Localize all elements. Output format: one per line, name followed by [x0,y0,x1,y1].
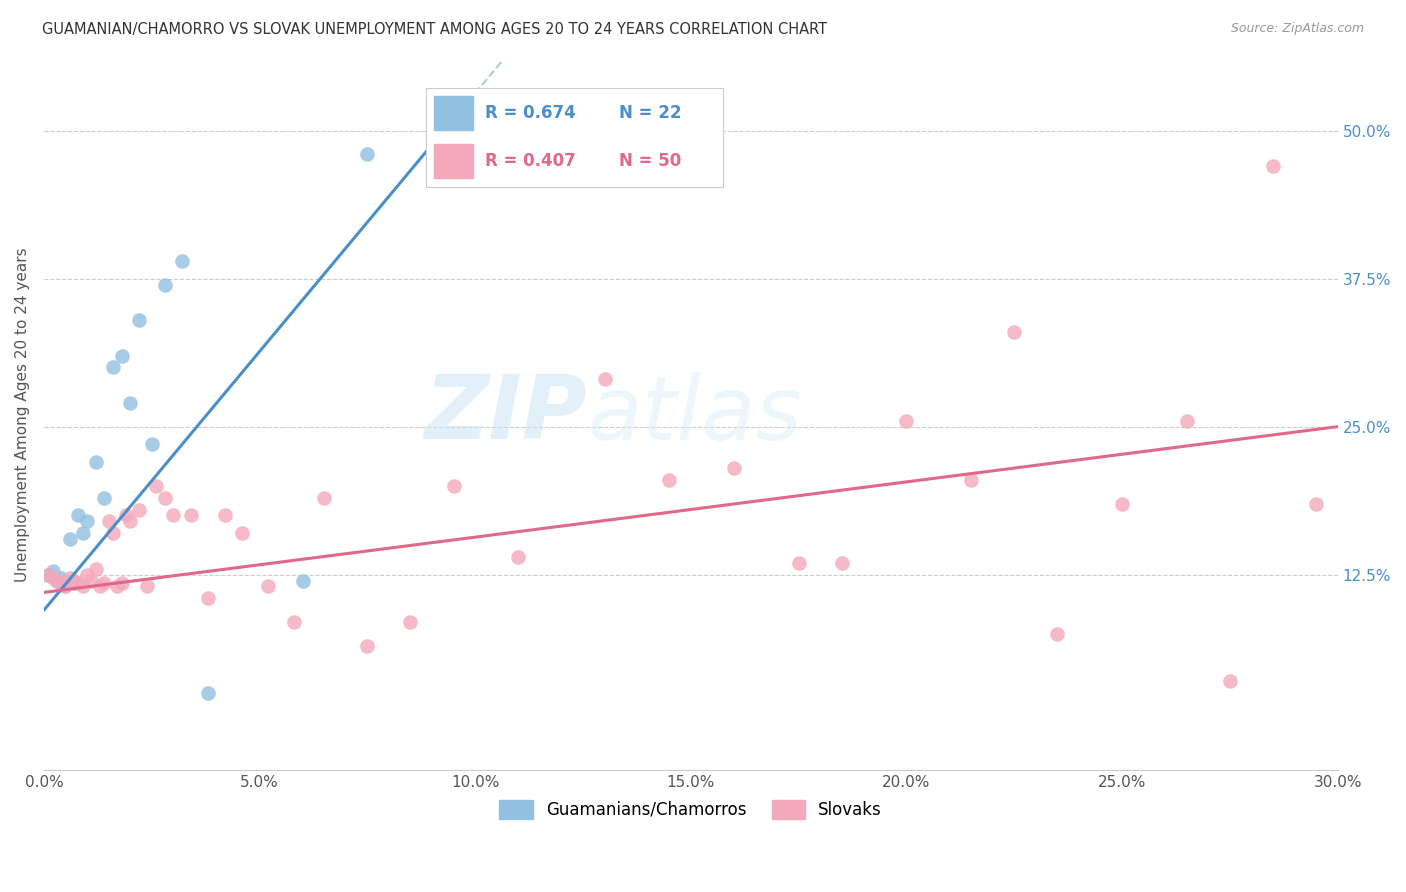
Point [314,491,336,505]
Text: Source: ZipAtlas.com: Source: ZipAtlas.com [1230,22,1364,36]
Point [291,574,314,588]
Point [110,576,132,591]
Point [93,491,115,505]
Point [1002,325,1025,339]
Point [101,526,124,541]
Point [37,567,59,582]
Point [76,567,98,582]
Point [55,579,77,593]
Point [136,579,159,593]
Point [593,372,616,386]
Point [120,514,142,528]
Point [97,514,120,528]
Point [197,591,219,606]
Point [67,508,90,523]
Legend: Guamanians/Chamorros, Slovaks: Guamanians/Chamorros, Slovaks [494,793,889,826]
Point [896,414,918,428]
Point [1305,497,1327,511]
Point [170,253,193,268]
Point [120,396,142,410]
Point [63,574,86,588]
Point [59,571,82,585]
Point [283,615,305,629]
Point [162,508,184,523]
Point [55,579,77,593]
Point [787,556,810,570]
Point [960,473,983,487]
Point [128,313,150,327]
Point [37,567,59,582]
Point [723,461,745,475]
Point [84,455,107,469]
Point [257,579,280,593]
Point [508,549,530,564]
Point [356,147,378,161]
Point [49,571,72,585]
Point [1261,159,1284,173]
Point [831,556,853,570]
Point [41,571,63,585]
Point [1111,497,1133,511]
Point [80,574,103,588]
Point [443,479,465,493]
Point [1219,674,1241,689]
Point [59,532,82,546]
Point [84,562,107,576]
Point [101,360,124,375]
Point [145,479,167,493]
Point [45,574,67,588]
Point [141,437,163,451]
Point [72,526,94,541]
Point [49,576,72,591]
Point [93,576,115,591]
Point [153,277,176,292]
Point [45,574,67,588]
Point [114,508,136,523]
Point [76,514,98,528]
Text: GUAMANIAN/CHAMORRO VS SLOVAK UNEMPLOYMENT AMONG AGES 20 TO 24 YEARS CORRELATION : GUAMANIAN/CHAMORRO VS SLOVAK UNEMPLOYMEN… [42,22,827,37]
Point [89,579,111,593]
Point [658,473,681,487]
Point [153,491,176,505]
Point [1046,627,1069,641]
Point [356,639,378,653]
Point [63,576,86,591]
Text: ZIP: ZIP [425,371,588,458]
Point [72,579,94,593]
Point [214,508,236,523]
Point [67,576,90,591]
Point [110,349,132,363]
Text: atlas: atlas [588,372,803,458]
Point [41,564,63,578]
Point [399,615,422,629]
Y-axis label: Unemployment Among Ages 20 to 24 years: Unemployment Among Ages 20 to 24 years [15,247,30,582]
Point [180,508,202,523]
Point [105,579,128,593]
Point [128,502,150,516]
Point [231,526,253,541]
Point [1175,414,1198,428]
Point [197,686,219,700]
